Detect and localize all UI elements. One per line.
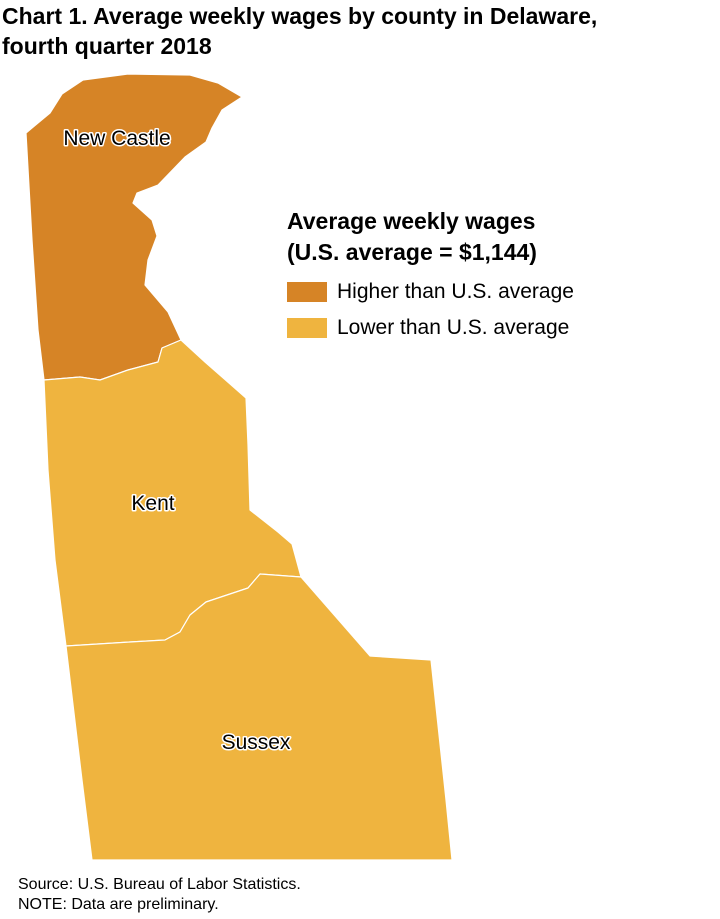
legend-swatch-lower [287,318,327,338]
legend-item-lower: Lower than U.S. average [287,310,574,346]
legend-swatch-higher [287,282,327,302]
legend-label-higher: Higher than U.S. average [337,280,574,303]
legend-label-lower: Lower than U.S. average [337,316,570,339]
chart-title-line-1: Chart 1. Average weekly wages by county … [2,3,598,29]
legend-title: Average weekly wages (U.S. average = $1,… [287,206,574,268]
chart-footer: Source: U.S. Bureau of Labor Statistics.… [18,875,301,915]
county-label-kent: Kent [131,492,174,515]
map-legend: Average weekly wages (U.S. average = $1,… [287,206,574,346]
source-note: Source: U.S. Bureau of Labor Statistics. [18,876,301,893]
legend-item-higher: Higher than U.S. average [287,274,574,310]
legend-title-line-2: (U.S. average = $1,144) [287,239,537,265]
county-label-new-castle: New Castle [63,127,170,150]
county-label-sussex: Sussex [222,731,291,754]
legend-title-line-1: Average weekly wages [287,208,536,234]
chart-title-line-2: fourth quarter 2018 [2,33,212,59]
county-sussex[interactable] [65,573,453,861]
chart-title: Chart 1. Average weekly wages by county … [2,1,718,61]
data-note: NOTE: Data are preliminary. [18,896,219,913]
county-new-castle[interactable] [25,73,243,381]
